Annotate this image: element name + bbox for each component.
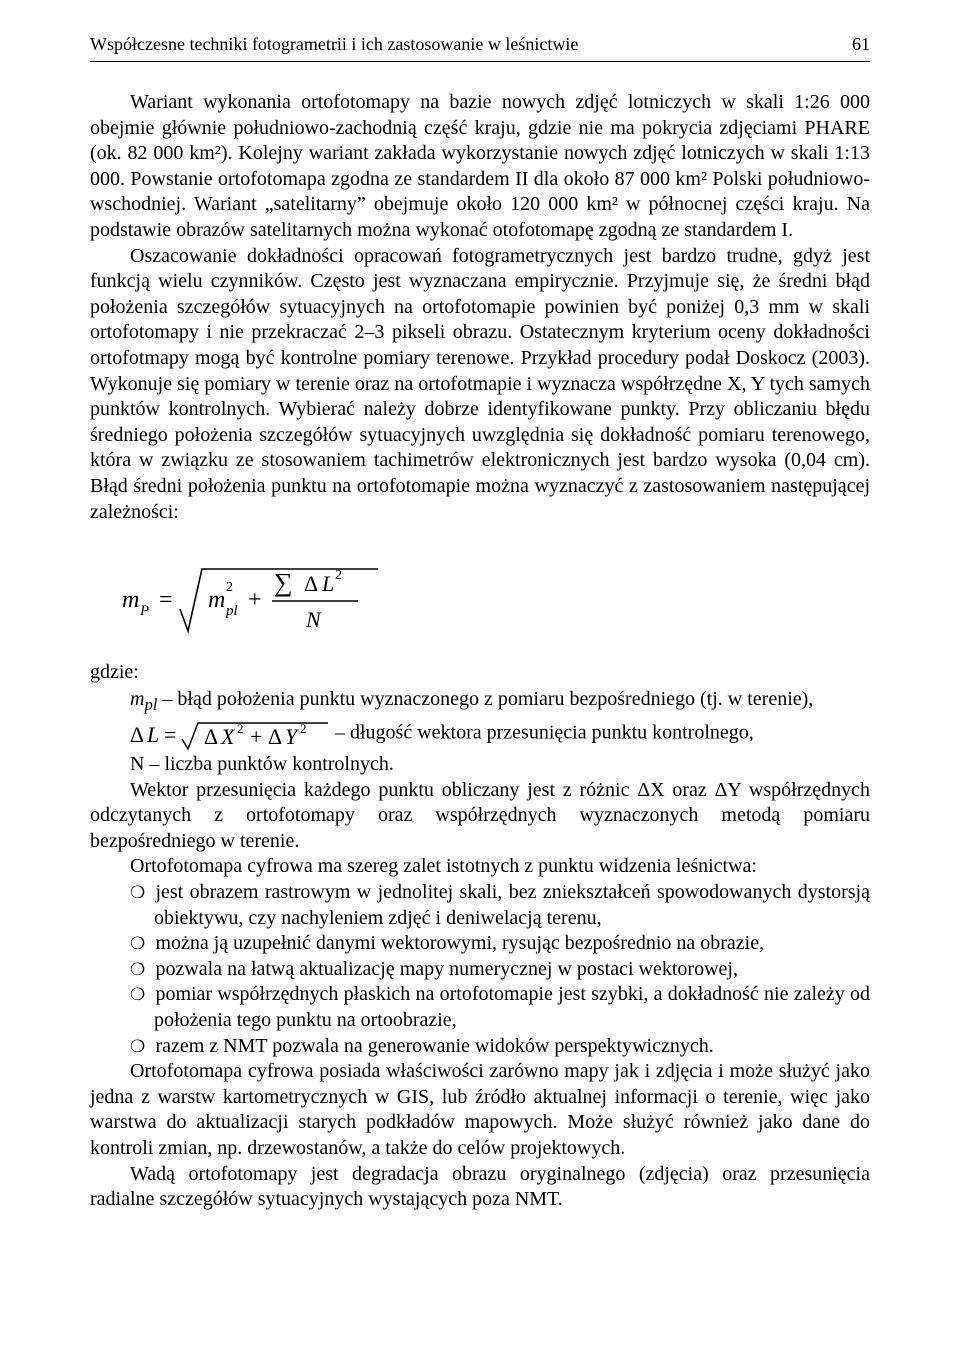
svg-text:N: N (305, 607, 322, 632)
svg-text:m: m (208, 587, 225, 613)
svg-text:∑: ∑ (274, 568, 293, 597)
paragraph-3: Wektor przesunięcia każdego punktu oblic… (90, 778, 870, 855)
paragraph-6: Wadą ortofotomapy jest degradacja obrazu… (90, 1162, 870, 1213)
where-label: gdzie: (90, 659, 870, 686)
list-item: pomiar współrzędnych płaskich na ortofot… (90, 982, 870, 1033)
paragraph-4: Ortofotomapa cyfrowa ma szereg zalet ist… (90, 854, 870, 880)
svg-text:Δ: Δ (268, 724, 282, 749)
advantages-list: jest obrazem rastrowym w jednolitej skal… (90, 880, 870, 1059)
list-item: razem z NMT pozwala na generowanie widok… (90, 1034, 870, 1060)
header-rule (90, 61, 870, 62)
svg-text:=: = (159, 587, 173, 613)
svg-text:L: L (146, 722, 159, 747)
paragraph-5: Ortofotomapa cyfrowa posiada właściwości… (90, 1059, 870, 1161)
where-mpl-text: – błąd położenia punktu wyznaczonego z p… (157, 688, 813, 710)
formula-mp: m P = m pl 2 + ∑ Δ L 2 (122, 549, 870, 639)
svg-text:pl: pl (225, 603, 238, 619)
svg-text:+: + (248, 587, 262, 613)
svg-text:2: 2 (237, 721, 244, 736)
paragraph-1: Wariant wykonania ortofotomapy na bazie … (90, 90, 870, 244)
where-dl-text: – długość wektora przesunięcia punktu ko… (330, 721, 754, 743)
svg-text:Y: Y (285, 724, 300, 749)
list-item: jest obrazem rastrowym w jednolitej skal… (90, 880, 870, 931)
paragraph-2: Oszacowanie dokładności opracowań fotogr… (90, 244, 870, 526)
page-number: 61 (832, 34, 870, 55)
running-title: Współczesne techniki fotogrametrii i ich… (90, 34, 578, 55)
svg-text:X: X (220, 724, 236, 749)
svg-text:m: m (122, 587, 139, 613)
svg-text:2: 2 (335, 568, 342, 583)
formula-dl-svg: Δ L = Δ X 2 + Δ Y 2 (130, 717, 330, 751)
svg-text:2: 2 (300, 721, 307, 736)
svg-text:P: P (139, 603, 149, 619)
svg-text:Δ: Δ (204, 724, 218, 749)
where-block: gdzie: mpl – błąd położenia punktu wyzna… (90, 659, 870, 778)
svg-text:L: L (321, 571, 334, 596)
where-n: N – liczba punktów kontrolnych. (90, 751, 870, 778)
list-item: można ją uzupełnić danymi wektorowymi, r… (90, 931, 870, 957)
svg-text:Δ: Δ (304, 571, 318, 596)
page: Współczesne techniki fotogrametrii i ich… (0, 0, 960, 1273)
where-dl: Δ L = Δ X 2 + Δ Y 2 – długość wektora pr… (90, 717, 870, 751)
formula-mp-svg: m P = m pl 2 + ∑ Δ L 2 (122, 549, 382, 639)
running-head: Współczesne techniki fotogrametrii i ich… (90, 34, 870, 55)
svg-text:2: 2 (226, 580, 233, 595)
svg-text:=: = (164, 722, 176, 747)
svg-text:Δ: Δ (130, 722, 144, 747)
where-mpl: mpl – błąd położenia punktu wyznaczonego… (90, 686, 870, 717)
svg-text:+: + (250, 724, 262, 749)
list-item: pozwala na łatwą aktualizację mapy numer… (90, 957, 870, 983)
